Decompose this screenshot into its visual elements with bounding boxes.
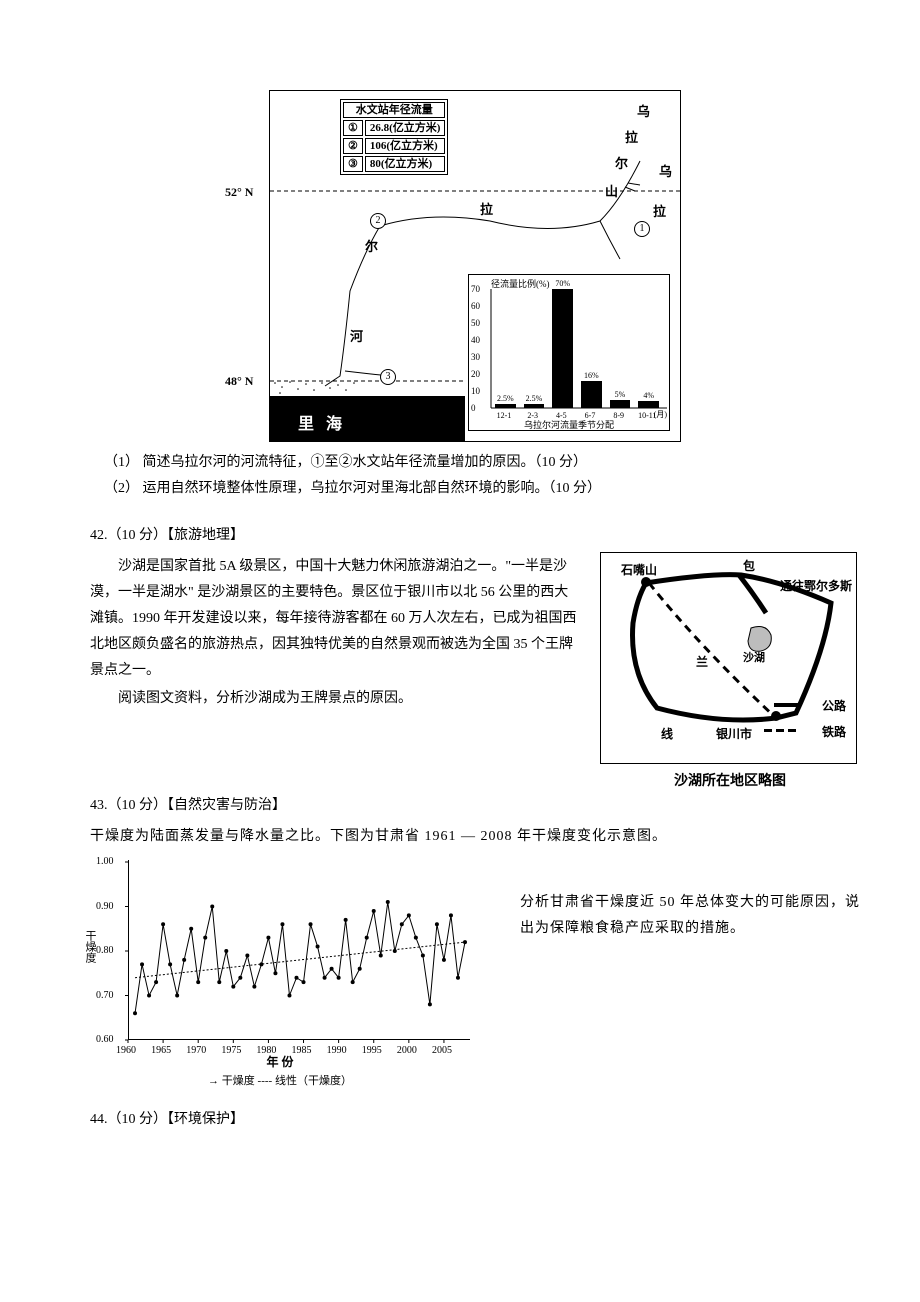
dry-x-tick: 2000 <box>397 1045 417 1056</box>
q42-block: 沙湖是国家首批 5A 级景区，中国十大魅力休闲旅游湖泊之一。"一半是沙漠，一半是… <box>90 552 860 790</box>
q42-p2: 阅读图文资料，分析沙湖成为王牌景点的原因。 <box>90 686 578 712</box>
q44-title: 44.（10 分）【环境保护】 <box>90 1108 860 1128</box>
ural-map: 水文站年径流量 ①26.8(亿立方米) ②106(亿立方米) ③80(亿立方米)… <box>269 90 681 442</box>
dry-y-tick: 0.60 <box>96 1034 114 1045</box>
label-erdos: 通往鄂尔多斯 <box>780 577 852 594</box>
seasonal-bar-chart: 径流量比例(%) 0102030405060702.5%12-12.5%2-37… <box>468 274 670 431</box>
legend-rail-icon <box>764 729 800 732</box>
lat-52: 52° N <box>225 185 253 200</box>
q-sub2: （2） 运用自然环境整体性原理，乌拉尔河对里海北部自然环境的影响。（10 分） <box>90 478 860 500</box>
label-he: 河 <box>350 326 363 345</box>
dry-x-tick: 1980 <box>256 1045 276 1056</box>
label-caspian: 里 海 <box>298 410 346 434</box>
lat-48: 48° N <box>225 374 253 389</box>
q42-title: 42.（10 分）【旅游地理】 <box>90 524 860 544</box>
dry-y-tick: 0.70 <box>96 990 114 1001</box>
q-sub1: （1） 简述乌拉尔河的河流特征，①至②水文站年径流量增加的原因。（10 分） <box>90 452 860 474</box>
q42-p1: 沙湖是国家首批 5A 级景区，中国十大魅力休闲旅游湖泊之一。"一半是沙漠，一半是… <box>90 554 578 684</box>
dry-y-tick: 0.80 <box>96 945 114 956</box>
station-2-icon: 2 <box>370 213 386 229</box>
figure1-wrap: 52° N 48° N 水文站年径流量 ①26.8(亿立方米) ②106(亿立方… <box>90 90 860 442</box>
dry-x-tick: 1985 <box>292 1045 312 1056</box>
q43-block: 干燥度 年 份 → 干燥度 ---- 线性（干燥度） 0.600.700.800… <box>90 860 860 1080</box>
label-bao: 包 <box>743 557 755 574</box>
delta-stipple <box>270 378 360 396</box>
dry-x-tick: 1960 <box>116 1045 136 1056</box>
label-shahu: 沙湖 <box>743 649 765 665</box>
page: 52° N 48° N 水文站年径流量 ①26.8(亿立方米) ②106(亿立方… <box>0 0 920 1176</box>
dryness-legend: → 干燥度 ---- 线性（干燥度） <box>90 1072 470 1088</box>
shahu-map: 石嘴山 包 通往鄂尔多斯 沙湖 兰 线 银川市 公路 铁路 <box>600 552 857 764</box>
label-er: 尔 <box>365 236 378 255</box>
q42-text: 沙湖是国家首批 5A 级景区，中国十大魅力休闲旅游湖泊之一。"一半是沙漠，一半是… <box>90 552 578 714</box>
label-la: 拉 <box>480 199 493 218</box>
dry-x-tick: 1970 <box>186 1045 206 1056</box>
station-1-icon: 1 <box>634 221 650 237</box>
label-yinchuan: 银川市 <box>716 725 752 742</box>
q43-title: 43.（10 分）【自然灾害与防治】 <box>90 794 860 814</box>
dry-x-tick: 2005 <box>432 1045 452 1056</box>
dot-shizuishan-icon <box>641 577 651 587</box>
dryness-chart: 干燥度 年 份 → 干燥度 ---- 线性（干燥度） 0.600.700.800… <box>90 860 470 1080</box>
shahu-caption: 沙湖所在地区略图 <box>600 770 860 790</box>
station-3-icon: 3 <box>380 369 396 385</box>
dry-x-tick: 1995 <box>362 1045 382 1056</box>
dry-y-tick: 0.90 <box>96 901 114 912</box>
label-lan: 兰 <box>696 653 708 670</box>
q42-map-wrap: 石嘴山 包 通往鄂尔多斯 沙湖 兰 线 银川市 公路 铁路 沙湖所在地区略图 <box>600 552 860 790</box>
dry-x-tick: 1975 <box>221 1045 241 1056</box>
legend-road: 公路 <box>822 697 846 714</box>
dry-y-tick: 1.00 <box>96 856 114 867</box>
legend-road-icon <box>774 703 800 707</box>
dot-yinchuan-icon <box>771 711 781 721</box>
caspian-block: 里 海 <box>270 396 465 441</box>
q43-question: 分析甘肃省干燥度近 50 年总体变大的可能原因，说出为保障粮食稳产应采取的措施。 <box>520 860 860 942</box>
label-shizuishan: 石嘴山 <box>621 561 657 578</box>
dry-x-tick: 1990 <box>327 1045 347 1056</box>
legend-rail: 铁路 <box>822 723 846 740</box>
dry-x-tick: 1965 <box>151 1045 171 1056</box>
label-xian: 线 <box>661 725 673 742</box>
q43-intro: 干燥度为陆面蒸发量与降水量之比。下图为甘肃省 1961 — 2008 年干燥度变… <box>90 822 860 852</box>
